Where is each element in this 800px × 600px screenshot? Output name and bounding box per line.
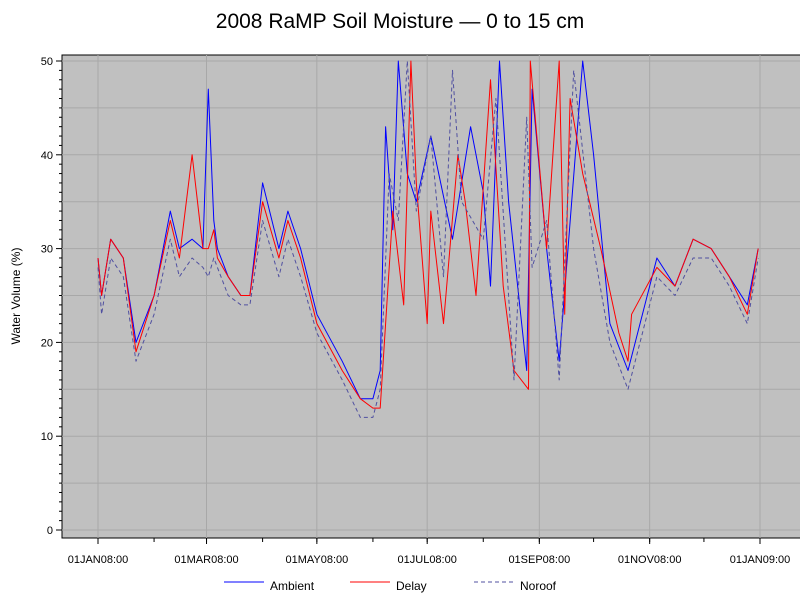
legend-label-delay: Delay	[396, 579, 427, 593]
x-tick-label: 01JAN09:00	[730, 554, 791, 566]
y-tick-label: 40	[41, 150, 53, 162]
series-layer	[97, 60, 759, 418]
y-tick-label: 10	[41, 431, 53, 443]
y-tick-label: 20	[41, 337, 53, 349]
grid-lines	[62, 55, 800, 538]
series-line-noroof	[97, 60, 759, 418]
y-tick-label: 0	[47, 525, 53, 537]
plot-area	[61, 54, 800, 539]
x-tick-label: 01SEP08:00	[508, 554, 570, 566]
x-tick-label: 01JAN08:00	[68, 554, 129, 566]
legend: Ambient Delay Noroof	[224, 579, 557, 593]
x-tick-label: 01MAY08:00	[285, 554, 348, 566]
y-axis: 0 10 20 30 40 50	[41, 56, 62, 537]
x-axis: 01JAN08:00 01MAR08:00 01MAY08:00 01JUL08:00…	[68, 538, 791, 566]
x-tick-label: 01NOV08:00	[618, 554, 682, 566]
y-tick-label: 30	[41, 244, 53, 256]
series-line-ambient	[97, 60, 759, 400]
x-tick-label: 01JUL08:00	[398, 554, 457, 566]
y-axis-label: Water Volume (%)	[9, 248, 23, 345]
chart-title: 2008 RaMP Soil Moisture — 0 to 15 cm	[216, 10, 584, 33]
x-tick-label: 01MAR08:00	[174, 554, 238, 566]
series-line-delay	[97, 60, 759, 409]
legend-label-ambient: Ambient	[270, 579, 315, 593]
legend-label-noroof: Noroof	[520, 579, 557, 593]
y-tick-label: 50	[41, 56, 53, 68]
